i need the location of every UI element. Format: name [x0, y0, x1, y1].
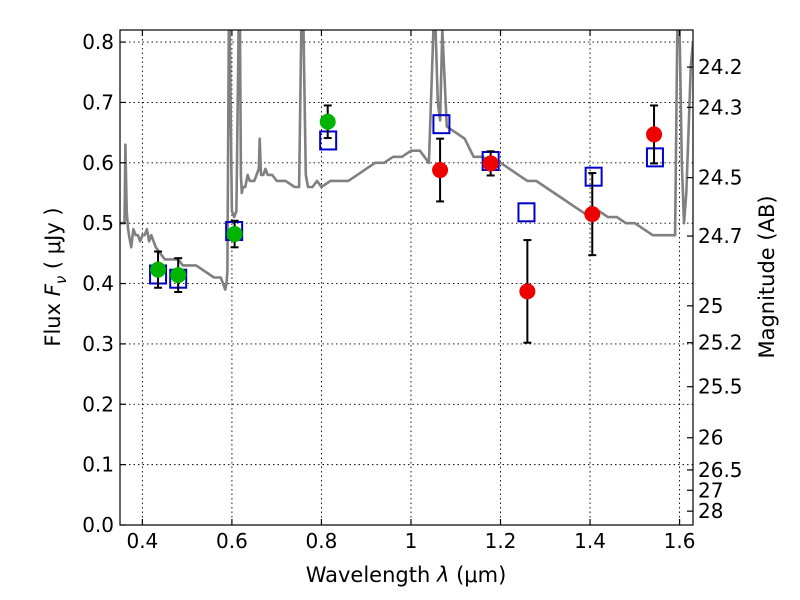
x-tick-label: 0.8: [306, 529, 338, 553]
x-tick-label: 0.6: [216, 529, 248, 553]
magnitude-tick-label: 24.7: [698, 224, 743, 248]
y-tick-label: 0.6: [82, 151, 114, 175]
y-tick-label: 0.0: [82, 513, 114, 537]
x-tick-label: 1.2: [485, 529, 517, 553]
observed-photometry-marker: [319, 113, 336, 130]
x-tick-label: 1: [405, 529, 418, 553]
y-axis-title: Flux Fν ( μJy ): [41, 207, 70, 346]
points-layer: [149, 104, 664, 344]
spectrum-line: [120, 30, 693, 291]
magnitude-tick-label: 25.5: [698, 375, 743, 399]
x-tick-label: 1.6: [664, 529, 696, 553]
y-tick-label: 0.5: [82, 211, 114, 235]
ticks-layer: 0.4 0.6 0.8 1 1.2 1.4 1.6 0.0 0.1 0.2 0.3 0.4 0.5 0.6…: [82, 30, 743, 553]
x-axis-title: Wavelength λ (μm): [306, 563, 507, 587]
magnitude-tick-label: 26.5: [698, 458, 743, 482]
plot-frame: [119, 29, 694, 526]
y-tick-label: 0.4: [82, 272, 114, 296]
model-photometry-marker: [432, 114, 451, 135]
spectrum-layer: [120, 30, 693, 291]
observed-photometry-marker: [170, 267, 187, 284]
y-tick-label: 0.1: [82, 453, 114, 477]
magnitude-tick-label: 24.3: [698, 95, 743, 119]
x-tick-label: 0.4: [126, 529, 158, 553]
observed-photometry-marker: [584, 206, 601, 223]
grid: [120, 30, 693, 526]
observed-photometry-marker: [482, 155, 499, 172]
magnitude-tick-label: 24.5: [698, 166, 743, 190]
model-photometry-marker: [584, 166, 603, 187]
observed-photometry-marker: [150, 261, 167, 278]
magnitude-tick-label: 28: [698, 499, 723, 523]
magnitude-tick-label: 25.2: [698, 331, 743, 355]
magnitude-tick-label: 27: [698, 478, 723, 502]
magnitude-tick-label: 25: [698, 294, 723, 318]
observed-photometry-marker: [519, 283, 536, 300]
observed-photometry-marker: [226, 226, 243, 243]
magnitude-tick-label: 26: [698, 426, 723, 450]
y-tick-label: 0.8: [82, 30, 114, 54]
magnitude-tick-label: 24.2: [698, 55, 743, 79]
observed-photometry-marker: [646, 126, 663, 143]
y-tick-label: 0.2: [82, 392, 114, 416]
y-tick-label: 0.3: [82, 332, 114, 356]
observed-photometry-marker: [432, 162, 449, 179]
model-photometry-marker: [517, 202, 536, 223]
y2-axis-title: Magnitude (AB): [755, 195, 779, 358]
y-tick-label: 0.7: [82, 90, 114, 114]
x-tick-label: 1.4: [574, 529, 606, 553]
